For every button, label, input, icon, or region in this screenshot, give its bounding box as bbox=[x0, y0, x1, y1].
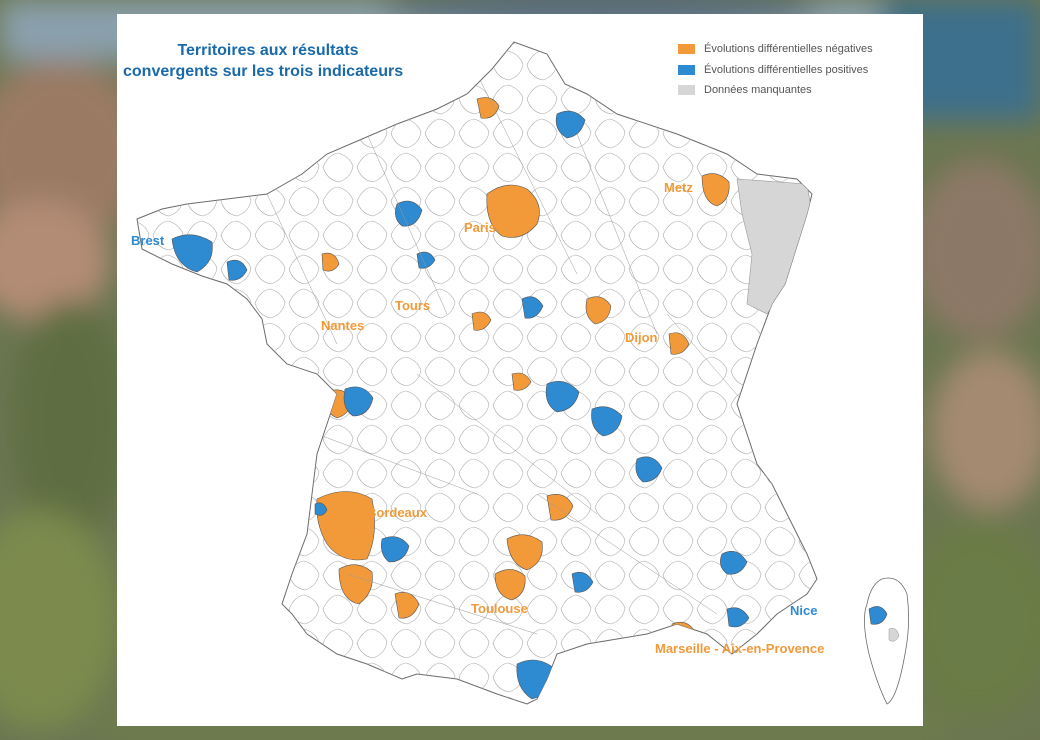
region-pyrenees bbox=[394, 592, 420, 619]
region-orleans bbox=[521, 296, 544, 319]
region-rhone bbox=[635, 456, 663, 483]
city-label-nantes: Nantes bbox=[321, 318, 365, 333]
legend-swatch-positive bbox=[678, 64, 695, 75]
legend-item-missing: Données manquantes bbox=[678, 80, 873, 100]
region-dijon bbox=[668, 332, 690, 355]
region-burgundy bbox=[591, 406, 623, 437]
legend-label-negative: Évolutions différentielles négatives bbox=[704, 43, 873, 55]
region-center bbox=[585, 296, 612, 325]
region-poitou bbox=[343, 386, 374, 417]
region-north bbox=[476, 97, 500, 119]
city-label-metz: Metz bbox=[664, 180, 693, 195]
france-map bbox=[136, 41, 909, 705]
region-corsica bbox=[868, 606, 888, 625]
city-label-tours: Tours bbox=[395, 298, 431, 313]
city-label-nice: Nice bbox=[790, 603, 818, 618]
region-lille bbox=[555, 110, 586, 139]
city-label-toulouse: Toulouse bbox=[471, 601, 528, 616]
legend-item-negative: Évolutions différentielles négatives bbox=[678, 39, 873, 59]
title-line-1: Territoires aux résultats bbox=[177, 42, 359, 59]
legend: Évolutions différentielles négatives Évo… bbox=[678, 39, 873, 101]
region-gironde bbox=[314, 502, 328, 516]
region-gers bbox=[381, 536, 410, 563]
region-bordeaux bbox=[316, 491, 375, 561]
legend-item-positive: Évolutions différentielles positives bbox=[678, 60, 873, 80]
city-label-marseille: Marseille - Aix-en-Provence bbox=[655, 641, 825, 656]
missing-data-region bbox=[736, 178, 813, 315]
region-south bbox=[506, 534, 543, 571]
region-herault bbox=[571, 571, 594, 593]
region-center-east bbox=[545, 381, 580, 413]
city-label-dijon: Dijon bbox=[625, 330, 658, 345]
region-brittany-east bbox=[321, 252, 340, 272]
city-label-paris: Paris bbox=[464, 220, 496, 235]
region-metz bbox=[701, 173, 730, 207]
city-label-bordeaux: Bordeaux bbox=[367, 505, 427, 520]
region-paris bbox=[486, 184, 540, 238]
region-cote-azur bbox=[726, 607, 750, 628]
city-label-brest: Brest bbox=[131, 233, 165, 248]
region-landes bbox=[338, 564, 373, 605]
corsica bbox=[864, 577, 909, 705]
region-brittany-mid bbox=[226, 259, 248, 281]
legend-label-missing: Données manquantes bbox=[704, 84, 812, 96]
legend-swatch-negative bbox=[678, 44, 695, 54]
region-limousin bbox=[511, 372, 532, 391]
corsica-missing bbox=[888, 628, 900, 642]
region-tours bbox=[471, 311, 492, 331]
title-line-2: convergents sur les trois indicateurs bbox=[123, 63, 404, 80]
map-panel: Territoires aux résultats convergents su… bbox=[117, 14, 923, 726]
region-brest bbox=[171, 234, 213, 273]
map-title: Territoires aux résultats convergents su… bbox=[123, 40, 413, 82]
legend-label-positive: Évolutions différentielles positives bbox=[704, 63, 869, 76]
region-normandy bbox=[395, 200, 423, 227]
region-alps bbox=[720, 551, 748, 575]
region-toulouse bbox=[494, 569, 526, 601]
legend-swatch-missing bbox=[678, 85, 695, 95]
